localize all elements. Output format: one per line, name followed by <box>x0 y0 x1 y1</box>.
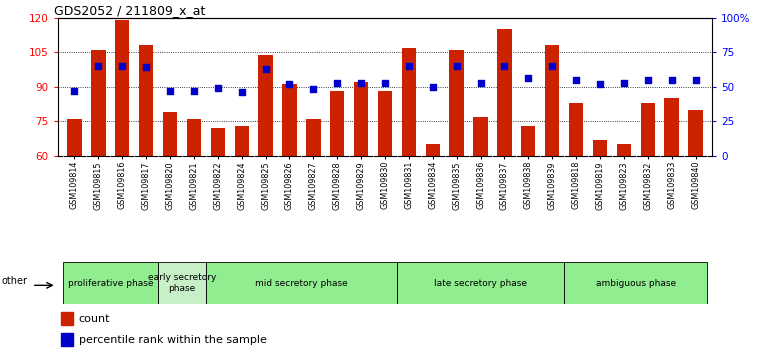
Text: GSM109839: GSM109839 <box>547 161 557 210</box>
Point <box>379 80 391 85</box>
Bar <box>397 262 564 304</box>
Point <box>283 81 296 87</box>
Point <box>69 88 81 94</box>
Point <box>594 81 606 87</box>
Text: ambiguous phase: ambiguous phase <box>596 279 676 288</box>
Bar <box>688 110 703 156</box>
Bar <box>354 82 368 156</box>
Text: GSM109824: GSM109824 <box>237 161 246 210</box>
Bar <box>61 333 73 346</box>
Bar <box>617 144 631 156</box>
Bar <box>521 126 535 156</box>
Text: GSM109822: GSM109822 <box>213 161 223 210</box>
Bar <box>402 47 416 156</box>
Point <box>498 63 511 69</box>
Bar <box>474 116 487 156</box>
Text: GSM109834: GSM109834 <box>428 161 437 210</box>
Text: GSM109826: GSM109826 <box>285 161 294 210</box>
Bar <box>115 20 129 156</box>
Text: GSM109833: GSM109833 <box>667 161 676 210</box>
Bar <box>497 29 511 156</box>
Bar <box>450 50 464 156</box>
Bar <box>641 103 655 156</box>
Text: GSM109814: GSM109814 <box>70 161 79 210</box>
Text: GSM109817: GSM109817 <box>142 161 151 210</box>
Bar <box>62 262 158 304</box>
Point <box>450 63 463 69</box>
Point <box>236 90 248 95</box>
Bar <box>61 312 73 325</box>
Text: early secretory
phase: early secretory phase <box>148 274 216 293</box>
Bar <box>139 45 153 156</box>
Bar <box>564 262 708 304</box>
Text: GSM109830: GSM109830 <box>380 161 390 210</box>
Text: GSM109835: GSM109835 <box>452 161 461 210</box>
Bar <box>162 112 177 156</box>
Point <box>427 84 439 90</box>
Point <box>331 80 343 85</box>
Text: proliferative phase: proliferative phase <box>68 279 153 288</box>
Text: GSM109816: GSM109816 <box>118 161 127 210</box>
Text: GSM109837: GSM109837 <box>500 161 509 210</box>
Point <box>92 63 105 69</box>
Text: GSM109827: GSM109827 <box>309 161 318 210</box>
Point <box>259 66 272 72</box>
Point <box>570 77 582 83</box>
Text: count: count <box>79 314 110 324</box>
Text: GSM109825: GSM109825 <box>261 161 270 210</box>
Bar <box>283 84 296 156</box>
Bar <box>211 128 225 156</box>
Bar <box>91 50 105 156</box>
Text: late secretory phase: late secretory phase <box>434 279 527 288</box>
Bar <box>330 91 344 156</box>
Text: GSM109832: GSM109832 <box>643 161 652 210</box>
Text: GSM109828: GSM109828 <box>333 161 342 210</box>
Point <box>522 76 534 81</box>
Point <box>164 88 176 94</box>
Text: GSM109838: GSM109838 <box>524 161 533 210</box>
Point <box>546 63 558 69</box>
Bar <box>206 262 397 304</box>
Text: GSM109836: GSM109836 <box>476 161 485 210</box>
Point <box>641 77 654 83</box>
Text: GSM109821: GSM109821 <box>189 161 199 210</box>
Point <box>618 80 630 85</box>
Text: GSM109823: GSM109823 <box>619 161 628 210</box>
Text: GSM109829: GSM109829 <box>357 161 366 210</box>
Bar <box>569 103 583 156</box>
Bar <box>306 119 320 156</box>
Point <box>140 64 152 70</box>
Bar <box>378 91 392 156</box>
Point <box>188 88 200 94</box>
Point <box>665 77 678 83</box>
Point <box>307 87 320 92</box>
Point <box>355 80 367 85</box>
Bar <box>593 139 608 156</box>
Text: GSM109818: GSM109818 <box>571 161 581 210</box>
Bar <box>426 144 440 156</box>
Bar <box>665 98 679 156</box>
Point <box>212 85 224 91</box>
Bar <box>235 126 249 156</box>
Bar <box>158 262 206 304</box>
Point <box>474 80 487 85</box>
Text: GSM109840: GSM109840 <box>691 161 700 210</box>
Bar <box>545 45 559 156</box>
Point <box>403 63 415 69</box>
Bar <box>67 119 82 156</box>
Text: GSM109815: GSM109815 <box>94 161 103 210</box>
Bar <box>187 119 201 156</box>
Text: other: other <box>2 276 27 286</box>
Text: GSM109831: GSM109831 <box>404 161 413 210</box>
Point <box>116 63 129 69</box>
Text: GSM109819: GSM109819 <box>595 161 604 210</box>
Text: GSM109820: GSM109820 <box>166 161 175 210</box>
Point <box>689 77 701 83</box>
Text: percentile rank within the sample: percentile rank within the sample <box>79 335 266 345</box>
Bar <box>259 55 273 156</box>
Text: mid secretory phase: mid secretory phase <box>255 279 348 288</box>
Text: GDS2052 / 211809_x_at: GDS2052 / 211809_x_at <box>55 4 206 17</box>
